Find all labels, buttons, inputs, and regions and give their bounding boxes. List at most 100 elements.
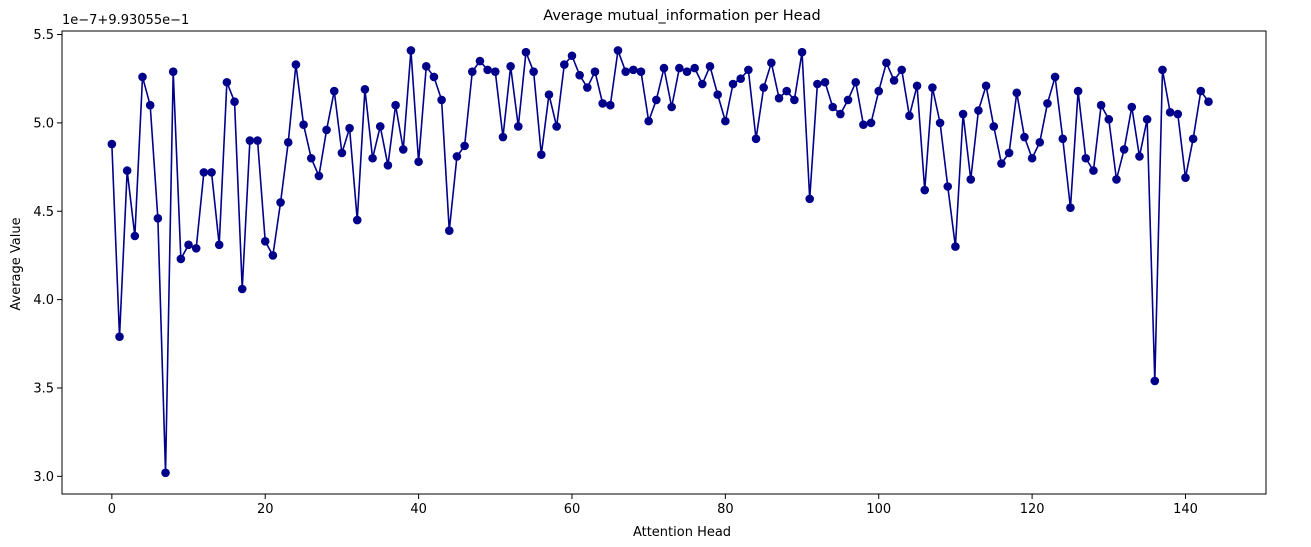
data-point — [1004, 148, 1014, 158]
data-point — [122, 166, 132, 175]
data-point — [483, 65, 492, 75]
data-point — [153, 214, 163, 223]
data-point — [498, 132, 508, 142]
data-point — [537, 150, 546, 159]
data-point — [130, 231, 140, 241]
data-point — [797, 47, 807, 57]
x-tick-label: 100 — [866, 502, 891, 517]
data-point — [621, 67, 630, 76]
data-point — [283, 138, 293, 147]
data-point — [698, 79, 707, 89]
data-point — [1150, 376, 1160, 386]
data-point — [291, 60, 301, 69]
data-point — [966, 175, 976, 184]
data-point — [682, 67, 692, 76]
data-point — [805, 194, 815, 204]
y-axis-offset-label: 1e−7+9.93055e−1 — [62, 13, 189, 28]
data-point — [452, 152, 462, 161]
data-point — [613, 46, 623, 55]
data-point — [882, 58, 891, 68]
x-tick-label: 40 — [410, 502, 427, 517]
data-point — [268, 251, 278, 260]
data-point — [1058, 134, 1068, 144]
data-point — [728, 79, 738, 89]
data-point — [866, 118, 876, 128]
data-point — [759, 83, 768, 92]
data-point — [1104, 115, 1114, 124]
data-point — [951, 242, 960, 251]
data-point — [1012, 88, 1022, 98]
x-axis-label: Attention Head — [633, 525, 731, 540]
data-point — [667, 102, 676, 112]
data-point — [368, 153, 377, 163]
data-point — [1050, 72, 1060, 82]
data-point — [107, 139, 117, 149]
data-point — [997, 159, 1006, 168]
data-point — [575, 70, 584, 80]
data-point — [1089, 166, 1098, 175]
data-point — [237, 284, 247, 294]
data-point — [629, 65, 638, 75]
data-point — [176, 254, 186, 264]
data-point — [222, 77, 232, 87]
data-point — [1196, 86, 1206, 96]
data-point — [490, 67, 500, 76]
data-point — [1173, 109, 1183, 119]
data-point — [168, 67, 178, 76]
data-point — [920, 185, 930, 195]
data-point — [161, 468, 170, 478]
data-point — [636, 67, 646, 76]
y-tick-label: 3.0 — [33, 470, 54, 485]
data-point — [544, 90, 554, 99]
x-tick-label: 80 — [717, 502, 734, 517]
data-point — [859, 120, 868, 129]
data-point — [138, 72, 147, 82]
data-point — [928, 83, 937, 92]
data-point — [521, 47, 531, 57]
data-point — [767, 58, 776, 68]
data-point — [184, 240, 193, 250]
data-point — [1158, 65, 1167, 75]
data-point — [460, 141, 469, 151]
data-point — [774, 93, 784, 103]
data-point — [506, 62, 515, 71]
data-point — [1020, 132, 1029, 142]
data-point — [329, 86, 339, 96]
y-axis-ticks: 3.0 3.5 4.0 4.5 5.0 5.5 — [33, 28, 62, 485]
data-point — [567, 51, 577, 61]
data-point — [912, 81, 922, 91]
data-point — [943, 182, 953, 191]
data-point — [1181, 173, 1190, 182]
data-point — [905, 111, 914, 121]
data-point — [590, 67, 600, 76]
series-line — [111, 50, 1210, 473]
data-point — [652, 95, 661, 105]
data-point — [352, 215, 362, 225]
data-point — [974, 106, 983, 115]
data-point — [214, 240, 224, 250]
data-point — [1027, 153, 1037, 163]
data-point — [989, 122, 999, 131]
chart-title: Average mutual_information per Head — [543, 8, 820, 24]
data-point — [1135, 152, 1144, 161]
data-point — [606, 100, 615, 110]
data-point — [935, 118, 945, 128]
data-point — [644, 116, 653, 126]
data-point — [813, 79, 822, 89]
x-tick-label: 120 — [1020, 502, 1045, 517]
data-point — [782, 86, 791, 96]
data-point — [421, 62, 431, 71]
data-point — [337, 148, 347, 158]
series-markers — [107, 46, 1213, 478]
data-point — [843, 95, 853, 105]
data-point — [560, 60, 569, 69]
data-point — [1043, 99, 1052, 108]
data-point — [245, 136, 255, 145]
data-point — [115, 332, 124, 342]
data-point — [744, 65, 753, 75]
data-point — [375, 122, 385, 131]
x-tick-label: 60 — [564, 502, 581, 517]
data-point — [828, 102, 838, 112]
data-point — [467, 67, 477, 76]
